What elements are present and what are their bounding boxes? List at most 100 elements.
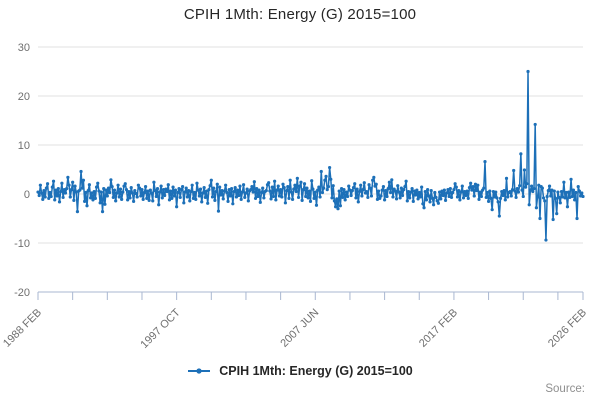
data-point[interactable]	[134, 191, 138, 196]
data-point[interactable]	[192, 190, 197, 195]
data-point[interactable]	[67, 183, 71, 187]
data-point[interactable]	[579, 194, 583, 198]
data-point[interactable]	[204, 189, 209, 193]
data-point[interactable]	[74, 190, 78, 194]
data-point[interactable]	[577, 189, 582, 193]
data-point[interactable]	[298, 184, 302, 188]
data-point[interactable]	[550, 188, 554, 192]
data-point[interactable]	[173, 188, 178, 192]
data-point[interactable]	[428, 200, 432, 204]
data-point[interactable]	[576, 185, 580, 189]
data-point[interactable]	[581, 194, 585, 199]
data-point[interactable]	[359, 183, 363, 187]
data-point[interactable]	[377, 189, 381, 193]
data-point[interactable]	[271, 194, 276, 199]
data-point[interactable]	[574, 190, 578, 195]
data-point[interactable]	[170, 196, 174, 201]
data-point[interactable]	[206, 201, 210, 205]
data-point[interactable]	[148, 188, 152, 192]
data-point[interactable]	[245, 187, 249, 191]
data-point[interactable]	[351, 186, 356, 190]
data-point[interactable]	[528, 188, 533, 192]
data-point[interactable]	[506, 195, 510, 199]
data-point[interactable]	[240, 190, 244, 194]
data-point[interactable]	[209, 178, 213, 182]
data-point[interactable]	[469, 181, 473, 185]
data-point[interactable]	[83, 199, 87, 203]
data-point[interactable]	[543, 199, 547, 203]
data-point[interactable]	[133, 188, 137, 193]
data-point[interactable]	[51, 179, 56, 183]
data-point[interactable]	[182, 201, 186, 205]
data-point[interactable]	[448, 187, 452, 191]
data-point[interactable]	[39, 191, 44, 195]
data-point[interactable]	[244, 191, 248, 195]
data-point[interactable]	[433, 190, 437, 195]
data-point[interactable]	[80, 186, 84, 190]
data-point[interactable]	[347, 184, 351, 188]
data-point[interactable]	[516, 190, 521, 194]
data-point[interactable]	[540, 186, 544, 190]
data-point[interactable]	[213, 198, 217, 202]
data-point[interactable]	[491, 189, 495, 194]
data-point[interactable]	[149, 191, 154, 195]
data-point[interactable]	[521, 194, 525, 199]
data-point[interactable]	[420, 185, 424, 189]
data-point[interactable]	[230, 187, 234, 191]
data-point[interactable]	[42, 188, 46, 193]
data-point[interactable]	[139, 194, 143, 198]
data-point[interactable]	[504, 176, 509, 180]
data-point[interactable]	[166, 183, 170, 187]
data-point[interactable]	[73, 184, 77, 188]
data-point[interactable]	[158, 190, 162, 194]
data-point[interactable]	[96, 181, 100, 185]
data-point[interactable]	[349, 193, 353, 198]
data-point[interactable]	[305, 186, 309, 190]
data-point[interactable]	[288, 178, 292, 182]
data-point[interactable]	[91, 198, 95, 202]
data-point[interactable]	[292, 187, 296, 191]
data-point[interactable]	[72, 198, 76, 202]
data-point[interactable]	[225, 190, 229, 195]
data-point[interactable]	[311, 187, 315, 191]
data-point[interactable]	[571, 188, 576, 192]
data-point[interactable]	[580, 191, 584, 195]
data-point[interactable]	[153, 188, 157, 193]
data-point[interactable]	[38, 183, 42, 187]
data-point[interactable]	[329, 177, 333, 181]
data-point[interactable]	[341, 195, 345, 200]
data-point[interactable]	[203, 195, 207, 200]
data-point[interactable]	[452, 187, 456, 192]
data-point[interactable]	[132, 199, 136, 203]
data-point[interactable]	[495, 196, 499, 200]
data-point[interactable]	[475, 188, 479, 193]
data-point[interactable]	[239, 197, 243, 201]
data-point[interactable]	[545, 194, 549, 199]
data-point[interactable]	[557, 195, 561, 200]
data-point[interactable]	[426, 187, 430, 192]
data-point[interactable]	[342, 187, 346, 192]
data-point[interactable]	[253, 196, 258, 201]
data-point[interactable]	[145, 196, 149, 201]
data-point[interactable]	[86, 188, 90, 193]
data-point[interactable]	[405, 199, 409, 203]
data-point[interactable]	[275, 188, 279, 192]
data-point[interactable]	[332, 199, 336, 203]
data-point[interactable]	[200, 200, 204, 204]
data-point[interactable]	[412, 189, 417, 193]
data-point[interactable]	[573, 198, 577, 202]
data-point[interactable]	[330, 196, 334, 200]
data-point[interactable]	[314, 203, 319, 207]
data-point[interactable]	[140, 187, 144, 192]
data-point[interactable]	[390, 178, 394, 182]
data-point[interactable]	[354, 196, 358, 200]
data-point[interactable]	[252, 180, 256, 184]
data-point[interactable]	[221, 197, 225, 201]
data-point[interactable]	[387, 180, 391, 184]
data-point[interactable]	[502, 188, 506, 193]
data-point[interactable]	[66, 175, 70, 179]
data-point[interactable]	[68, 195, 72, 199]
data-point[interactable]	[308, 199, 313, 203]
data-point[interactable]	[191, 196, 195, 201]
data-point[interactable]	[350, 188, 354, 193]
